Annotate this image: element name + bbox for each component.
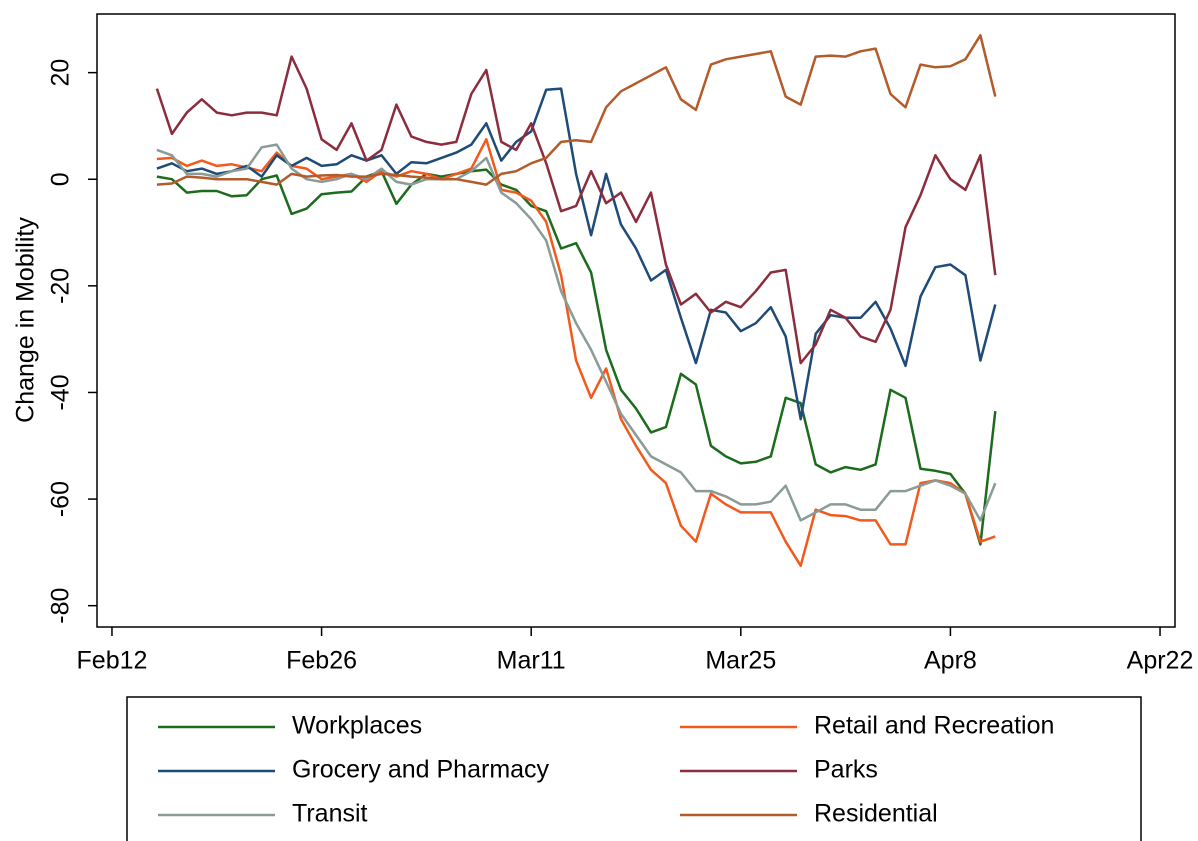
y-tick-label: -80 [47, 588, 75, 624]
legend-box [126, 696, 1142, 841]
legend-label: Transit [292, 800, 368, 828]
legend-label: Workplaces [292, 712, 422, 740]
series-line [156, 168, 997, 546]
series-line [156, 138, 996, 567]
y-axis-label: Change in Mobility [12, 217, 40, 423]
legend-label: Retail and Recreation [814, 712, 1054, 740]
y-tick-label: -60 [47, 481, 75, 517]
x-tick-label: Apr8 [924, 647, 977, 675]
y-tick-label: -40 [47, 374, 75, 410]
series-line [156, 87, 997, 421]
series-line [155, 55, 997, 365]
legend-label: Parks [814, 756, 878, 784]
legend-label: Grocery and Pharmacy [292, 756, 550, 784]
x-tick-label: Mar25 [705, 647, 776, 675]
series-line [156, 34, 997, 186]
y-tick-label: -20 [47, 268, 75, 304]
x-tick-label: Feb12 [77, 647, 148, 675]
x-tick-label: Apr22 [1127, 647, 1194, 675]
x-tick-label: Mar11 [497, 647, 566, 675]
y-tick-label: 20 [47, 59, 75, 87]
plot-frame [96, 13, 1176, 628]
legend-label: Residential [814, 800, 938, 828]
y-tick-label: 0 [47, 172, 75, 186]
x-tick-label: Feb26 [286, 647, 357, 675]
series-line [156, 143, 997, 522]
